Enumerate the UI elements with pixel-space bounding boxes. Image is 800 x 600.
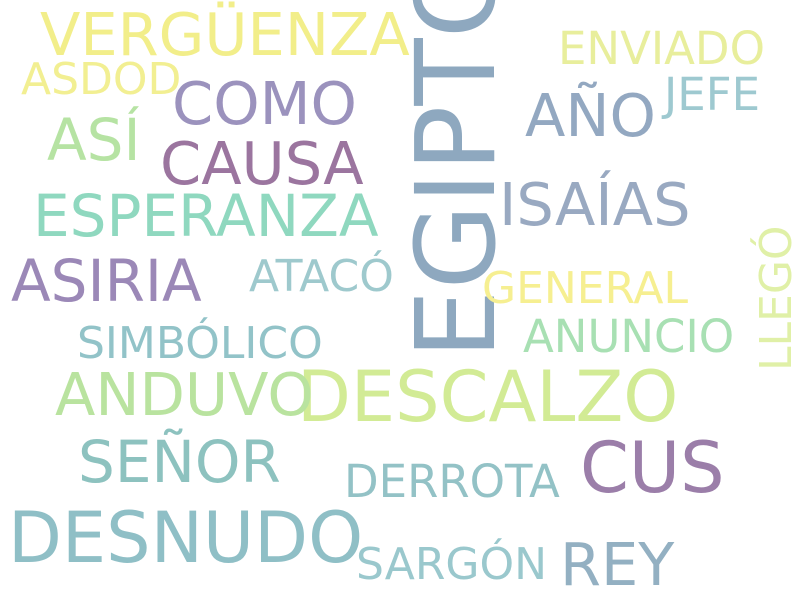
word-jefe: JEFE [664,68,761,121]
word-asiria: ASIRIA [11,247,202,315]
word-rey: REY [560,530,675,599]
word-ano: AÑO [525,81,656,150]
word-descalzo: DESCALZO [297,356,679,438]
word-anuncio: ANUNCIO [523,310,735,363]
word-verguenza: VERGÜENZA [40,0,410,69]
word-ataco: ATACÓ [249,251,394,302]
word-causa: CAUSA [160,129,364,198]
word-esperanza: ESPERANZA [33,182,379,250]
word-anduvo: ANDUVO [55,360,314,429]
word-enviado: ENVIADO [558,22,766,75]
word-desnudo: DESNUDO [8,497,364,579]
word-isaias: ISAÍAS [499,170,691,239]
word-simbolico: SIMBÓLICO [77,318,323,369]
word-asi: ASÍ [47,106,141,174]
word-senor: SEÑOR [78,428,281,496]
word-cus: CUS [580,427,725,509]
word-derrota: DERROTA [344,455,560,508]
word-como: COMO [172,69,357,138]
word-llego: LLEGÓ [751,225,800,371]
word-general: GENERAL [482,263,689,314]
word-asdod: ASDOD [21,54,182,105]
word-sargon: SARGÓN [356,539,548,590]
